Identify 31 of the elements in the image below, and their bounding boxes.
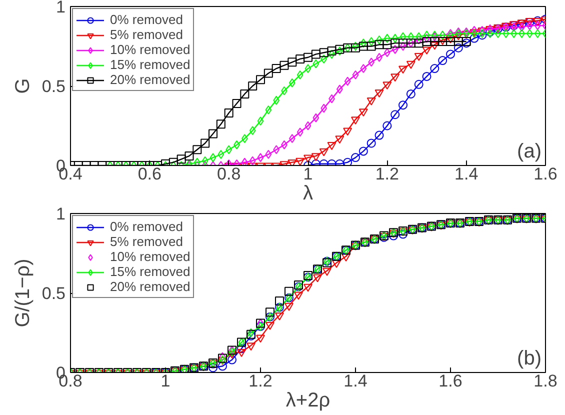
legend-label: 10% removed bbox=[110, 249, 190, 264]
annotation: (b) bbox=[517, 348, 542, 370]
legend-label: 15% removed bbox=[110, 264, 190, 279]
y-tick-label: 0.5 bbox=[42, 284, 66, 303]
x-tick-label: 1.2 bbox=[248, 372, 272, 390]
legend-label: 0% removed bbox=[110, 219, 183, 234]
x-tick-label: 1.6 bbox=[438, 372, 462, 390]
legend-label: 15% removed bbox=[110, 57, 190, 72]
x-tick-label: 1.8 bbox=[534, 372, 558, 390]
x-tick-label: 1 bbox=[303, 164, 313, 184]
x-tick-label: 1.6 bbox=[534, 164, 558, 184]
y-tick-label: 1 bbox=[56, 0, 66, 16]
x-tick-label: 1.2 bbox=[375, 164, 399, 184]
legend-label: 5% removed bbox=[110, 27, 183, 42]
annotation: (a) bbox=[517, 140, 542, 162]
y-tick-label: 0.5 bbox=[42, 77, 66, 96]
x-tick-label: 1 bbox=[160, 372, 170, 390]
x-tick-label: 0.8 bbox=[217, 164, 241, 184]
x-tick-label: 1.4 bbox=[344, 372, 368, 390]
y-axis-title: G bbox=[12, 78, 34, 94]
x-tick-label: 0.6 bbox=[138, 164, 162, 184]
legend-label: 0% removed bbox=[110, 12, 183, 27]
x-axis-title: λ bbox=[303, 182, 313, 204]
legend-label: 5% removed bbox=[110, 234, 183, 249]
legend-label: 10% removed bbox=[110, 42, 190, 57]
y-tick-label: 1 bbox=[56, 204, 66, 224]
legend-label: 20% removed bbox=[110, 279, 190, 294]
x-axis-title: λ+2ρ bbox=[286, 390, 330, 412]
y-axis-title: G/(1−ρ) bbox=[12, 258, 34, 328]
legend-label: 20% removed bbox=[110, 72, 190, 87]
x-tick-label: 1.4 bbox=[454, 164, 478, 184]
